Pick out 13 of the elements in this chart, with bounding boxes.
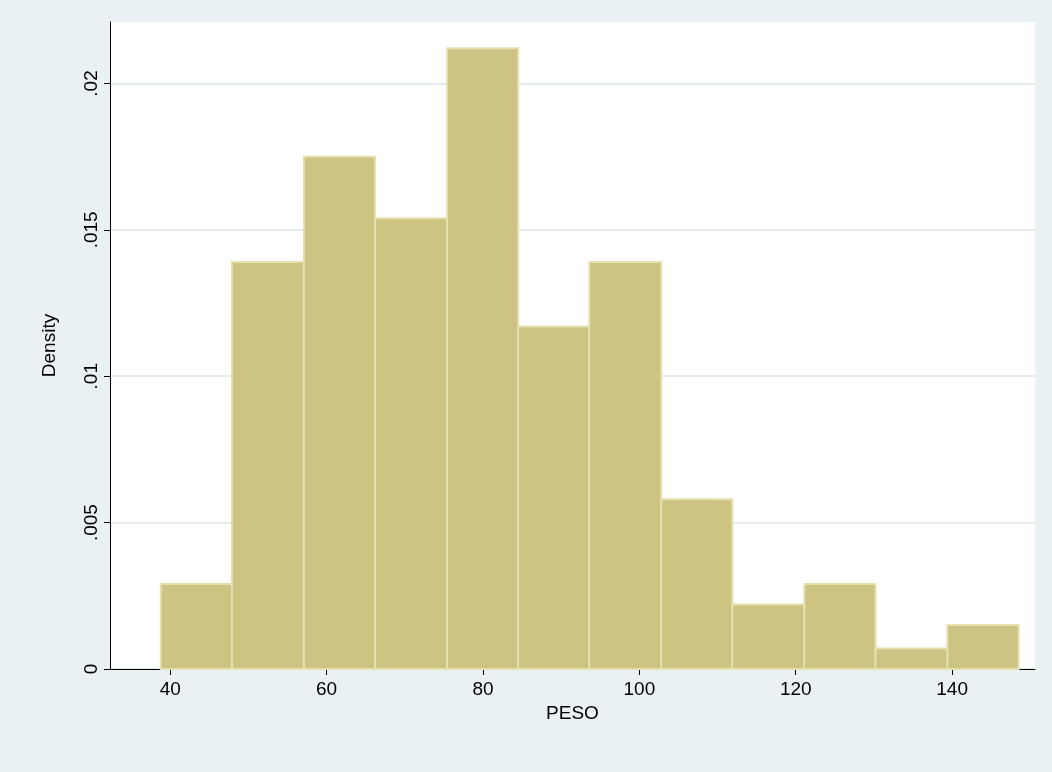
x-tick-label: 120: [779, 678, 812, 699]
y-tick-label: .005: [80, 504, 101, 542]
x-tick-label: 80: [472, 678, 494, 699]
x-axis-title: PESO: [546, 701, 599, 723]
x-tick-label: 100: [623, 678, 656, 699]
x-tick-label: 140: [936, 678, 968, 699]
y-tick-label: 0: [80, 663, 101, 675]
y-axis-title: Density: [38, 313, 59, 378]
y-tick-label: .01: [80, 363, 101, 390]
y-tick-label: .015: [80, 211, 101, 249]
x-tick-label: 60: [316, 678, 338, 699]
y-tick-label: .02: [80, 70, 101, 97]
x-tick-label: 40: [159, 678, 181, 699]
